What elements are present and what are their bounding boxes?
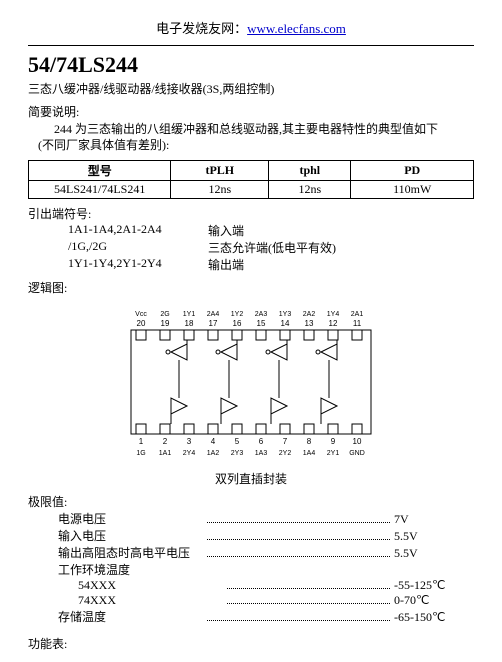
svg-text:12: 12 [329, 319, 338, 328]
svg-text:1A2: 1A2 [207, 450, 220, 457]
svg-text:4: 4 [211, 437, 216, 446]
limit-dots [207, 547, 390, 556]
pin-desc: 输出端 [208, 256, 244, 273]
pin-name: /1G,/2G [68, 239, 208, 256]
site-link[interactable]: www.elecfans.com [247, 21, 346, 36]
limit-val: 7V [394, 512, 474, 527]
params-table: 型号 tPLH tphl PD 54LS241/74LS241 12ns 12n… [28, 160, 474, 199]
svg-text:9: 9 [331, 437, 336, 446]
td-model: 54LS241/74LS241 [29, 180, 171, 198]
pin-label: 引出端符号: [28, 205, 474, 222]
chip-diagram: 20Vcc192G181Y1172A4161Y2152A3141Y3132A21… [28, 302, 474, 466]
chip-svg: 20Vcc192G181Y1172A4161Y2152A3141Y3132A21… [111, 302, 391, 462]
part-subtitle: 三态八缓冲器/线驱动器/线接收器(3S,两组控制) [28, 80, 474, 97]
svg-text:2G: 2G [160, 311, 169, 318]
svg-text:1Y4: 1Y4 [327, 311, 340, 318]
limit-val: -55-125℃ [394, 578, 474, 593]
svg-text:17: 17 [209, 319, 218, 328]
svg-text:8: 8 [307, 437, 312, 446]
th-tplh: tPLH [171, 160, 269, 180]
limit-val: 5.5V [394, 546, 474, 561]
limit-val: -65-150℃ [394, 610, 474, 625]
limit-name: 电源电压 [58, 510, 203, 527]
svg-text:2Y1: 2Y1 [327, 450, 340, 457]
svg-text:Vcc: Vcc [135, 311, 147, 318]
limits-list: 电源电压 7V 输入电压 5.5V 输出高阻态时高电平电压 5.5V 工作环境温度 5… [58, 510, 474, 625]
th-tphl: tphl [269, 160, 351, 180]
svg-text:3: 3 [187, 437, 192, 446]
limit-name: 74XXX [58, 593, 223, 608]
svg-text:GND: GND [349, 450, 365, 457]
table-header-row: 型号 tPLH tphl PD [29, 160, 474, 180]
header-divider [28, 45, 474, 46]
svg-text:2Y2: 2Y2 [279, 450, 292, 457]
brief-body-2: (不同厂家具体值有差别): [38, 137, 474, 154]
svg-text:2A1: 2A1 [351, 311, 364, 318]
svg-text:1Y2: 1Y2 [231, 311, 244, 318]
func-label: 功能表: [28, 635, 474, 652]
limit-name: 54XXX [58, 578, 223, 593]
svg-text:1A1: 1A1 [159, 450, 172, 457]
svg-text:2Y4: 2Y4 [183, 450, 196, 457]
pins-list: 1A1-1A4,2A1-2A4输入端 /1G,/2G三态允许端(低电平有效) 1… [68, 222, 474, 273]
brief-body-1: 244 为三态输出的八组缓冲器和总线驱动器,其主要电器特性的典型值如下 [54, 120, 474, 137]
limit-dots [207, 513, 390, 522]
pin-name: 1A1-1A4,2A1-2A4 [68, 222, 208, 239]
page-header: 电子发烧友网：www.elecfans.com [28, 18, 474, 37]
logic-label: 逻辑图: [28, 279, 474, 296]
diagram-caption: 双列直插封装 [28, 470, 474, 487]
limit-name: 输入电压 [58, 527, 203, 544]
svg-text:7: 7 [283, 437, 288, 446]
svg-text:2A3: 2A3 [255, 311, 268, 318]
svg-text:1A3: 1A3 [255, 450, 268, 457]
td-tplh: 12ns [171, 180, 269, 198]
limit-val: 5.5V [394, 529, 474, 544]
svg-text:1: 1 [139, 437, 144, 446]
svg-text:1A4: 1A4 [303, 450, 316, 457]
svg-text:10: 10 [353, 437, 362, 446]
svg-text:19: 19 [161, 319, 170, 328]
part-number-title: 54/74LS244 [28, 52, 474, 78]
svg-text:1Y1: 1Y1 [183, 311, 196, 318]
svg-text:2: 2 [163, 437, 168, 446]
th-model: 型号 [29, 160, 171, 180]
site-label: 电子发烧友网： [156, 21, 247, 36]
pin-desc: 输入端 [208, 222, 244, 239]
pin-name: 1Y1-1Y4,2Y1-2Y4 [68, 256, 208, 273]
limit-dots [227, 594, 390, 603]
limits-label: 极限值: [28, 493, 474, 510]
svg-text:1G: 1G [136, 450, 145, 457]
svg-text:11: 11 [353, 319, 362, 328]
brief-label: 简要说明: [28, 103, 474, 120]
th-pd: PD [351, 160, 474, 180]
svg-text:2Y3: 2Y3 [231, 450, 244, 457]
limit-name: 工作环境温度 [58, 561, 203, 578]
limit-dots [207, 611, 390, 620]
svg-text:15: 15 [257, 319, 266, 328]
svg-text:2A4: 2A4 [207, 311, 220, 318]
svg-text:14: 14 [281, 319, 290, 328]
td-pd: 110mW [351, 180, 474, 198]
limit-dots [207, 530, 390, 539]
svg-text:16: 16 [233, 319, 242, 328]
svg-text:5: 5 [235, 437, 240, 446]
svg-text:2A2: 2A2 [303, 311, 316, 318]
limit-dots [227, 579, 390, 588]
svg-text:6: 6 [259, 437, 264, 446]
svg-text:13: 13 [305, 319, 314, 328]
limit-val: 0-70℃ [394, 593, 474, 608]
limit-name: 存储温度 [58, 608, 203, 625]
svg-text:18: 18 [185, 319, 194, 328]
limit-name: 输出高阻态时高电平电压 [58, 544, 203, 561]
pin-desc: 三态允许端(低电平有效) [208, 239, 336, 256]
table-row: 54LS241/74LS241 12ns 12ns 110mW [29, 180, 474, 198]
svg-text:1Y3: 1Y3 [279, 311, 292, 318]
td-tphl: 12ns [269, 180, 351, 198]
svg-text:20: 20 [137, 319, 146, 328]
